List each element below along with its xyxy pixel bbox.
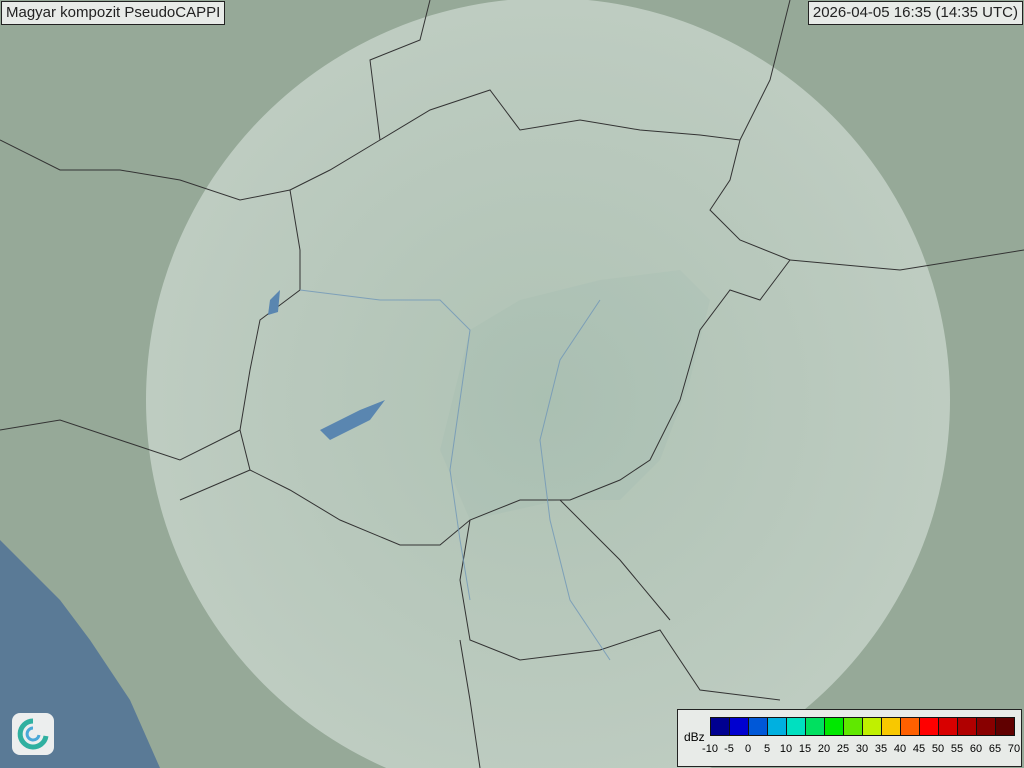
legend-bin [730, 718, 749, 735]
legend-bin [920, 718, 939, 735]
legend-bin [863, 718, 882, 735]
legend-bin [711, 718, 730, 735]
legend-tick: 60 [969, 743, 983, 755]
legend-tick: -10 [702, 743, 718, 755]
radar-coverage-area [146, 0, 950, 768]
adriatic-sea [0, 540, 160, 768]
legend-tick: 5 [763, 743, 771, 755]
legend-tick: 40 [893, 743, 907, 755]
legend-tick: 25 [836, 743, 850, 755]
legend-tick: 50 [931, 743, 945, 755]
legend-tick: 15 [798, 743, 812, 755]
legend-tick: 10 [779, 743, 793, 755]
legend-bin [749, 718, 768, 735]
met-service-swirl-logo-icon [12, 713, 54, 755]
dbz-color-legend: dBz -10 -5 0 5 10 15 20 25 30 35 40 45 50 55 60 65 70 [677, 709, 1022, 767]
legend-bin [977, 718, 996, 735]
legend-bin [787, 718, 806, 735]
legend-bin [882, 718, 901, 735]
legend-tick: 65 [988, 743, 1002, 755]
legend-tick: 30 [855, 743, 869, 755]
legend-bin [825, 718, 844, 735]
legend-unit: dBz [684, 730, 705, 744]
legend-bin [844, 718, 863, 735]
legend-bin [901, 718, 920, 735]
legend-bin [996, 718, 1014, 735]
legend-tick: 35 [874, 743, 888, 755]
lake-neusiedl [268, 290, 280, 315]
legend-tick: 70 [1007, 743, 1021, 755]
legend-tick: 20 [817, 743, 831, 755]
legend-tick: 0 [744, 743, 752, 755]
lake-balaton [320, 400, 385, 440]
legend-tick: -5 [724, 743, 734, 755]
legend-tick: 45 [912, 743, 926, 755]
legend-tick: 55 [950, 743, 964, 755]
legend-color-bins [710, 717, 1015, 736]
legend-bin [958, 718, 977, 735]
legend-bin [939, 718, 958, 735]
product-title: Magyar kompozit PseudoCAPPI [1, 1, 226, 25]
legend-bin [806, 718, 825, 735]
rivers [299, 289, 611, 661]
timestamp: 2026-04-05 16:35 (14:35 UTC) [807, 1, 1023, 25]
legend-bin [768, 718, 787, 735]
legend-tick-labels: -10 -5 0 5 10 15 20 25 30 35 40 45 50 55 60 65 70 [702, 743, 1020, 763]
